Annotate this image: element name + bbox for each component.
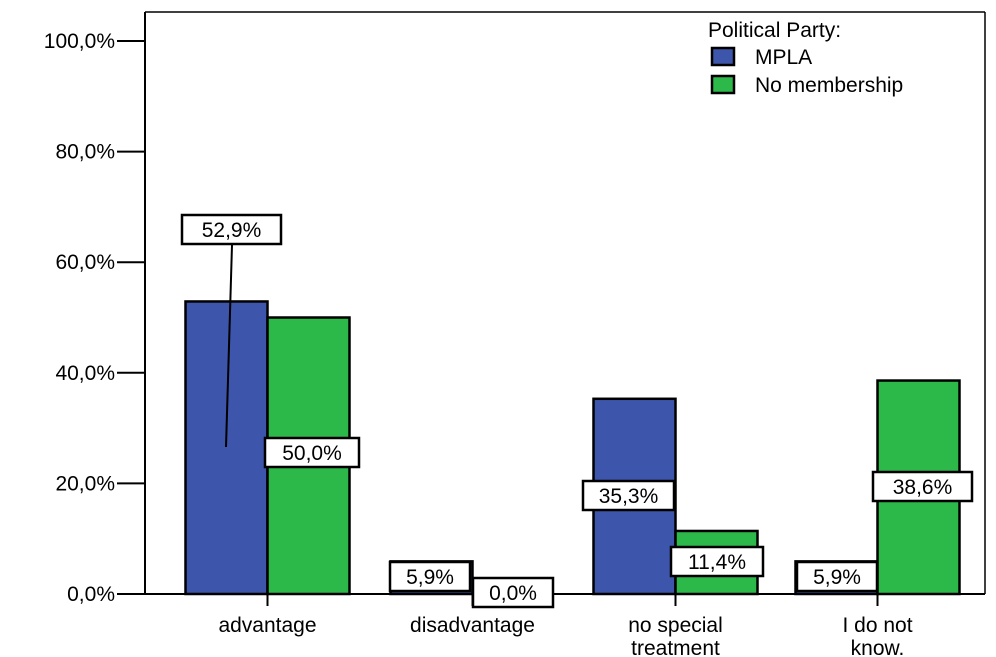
y-tick-label: 0,0%: [67, 583, 115, 606]
data-label-value: 5,9%: [406, 566, 454, 589]
data-label-box: [669, 545, 765, 578]
data-label-box: [388, 560, 472, 593]
x-tick-label: know.: [851, 637, 905, 657]
data-label: 38,6%: [871, 470, 974, 503]
data-label: 11,4%: [669, 545, 765, 578]
x-tick-label: disadvantage: [410, 614, 535, 637]
x-tick-label: I do not: [842, 614, 912, 637]
data-label-value: 38,6%: [893, 476, 953, 499]
data-label-box: [795, 560, 879, 593]
y-tick-label: 20,0%: [55, 472, 115, 495]
data-label: 0,0%: [471, 576, 555, 609]
data-label: 5,9%: [795, 560, 879, 593]
legend-title: Political Party:: [708, 19, 841, 42]
data-label-box: [471, 576, 555, 609]
legend-swatch-no-membership: [710, 74, 736, 95]
x-tick-label: treatment: [631, 637, 720, 657]
legend-label-mpla: MPLA: [755, 46, 812, 69]
data-label: 35,3%: [581, 479, 676, 512]
data-label-value: 52,9%: [202, 219, 262, 242]
data-label-box: [581, 479, 676, 512]
y-tick-label: 100,0%: [44, 30, 115, 53]
data-label-box: [180, 213, 283, 246]
data-labels: 52,9% 5,9% 35,3% 5,9% 50,0% 0,0% 11,4% 38,6%: [180, 213, 974, 609]
data-label: 50,0%: [263, 436, 361, 469]
data-label-value: 5,9%: [813, 566, 861, 589]
legend-label-no-membership: No membership: [755, 74, 903, 97]
data-label-box: [871, 470, 974, 503]
data-label-value: 50,0%: [282, 442, 342, 465]
data-label-value: 0,0%: [489, 582, 537, 605]
data-label-value: 11,4%: [688, 551, 746, 574]
x-tick-label: no special: [628, 614, 723, 637]
data-label-box: [263, 436, 361, 469]
legend-swatch-mpla: [710, 46, 736, 67]
y-tick-label: 40,0%: [55, 362, 115, 385]
bar-mpla: [184, 300, 269, 596]
x-tick-label: advantage: [218, 614, 316, 637]
label-leader-line: [225, 244, 233, 448]
y-tick-label: 60,0%: [55, 251, 115, 274]
data-label: 5,9%: [388, 560, 472, 593]
data-label-value: 35,3%: [599, 485, 659, 508]
data-label: 52,9%: [180, 213, 283, 246]
legend: Political Party: MPLA No membership: [708, 19, 903, 97]
y-tick-label: 80,0%: [55, 141, 115, 164]
